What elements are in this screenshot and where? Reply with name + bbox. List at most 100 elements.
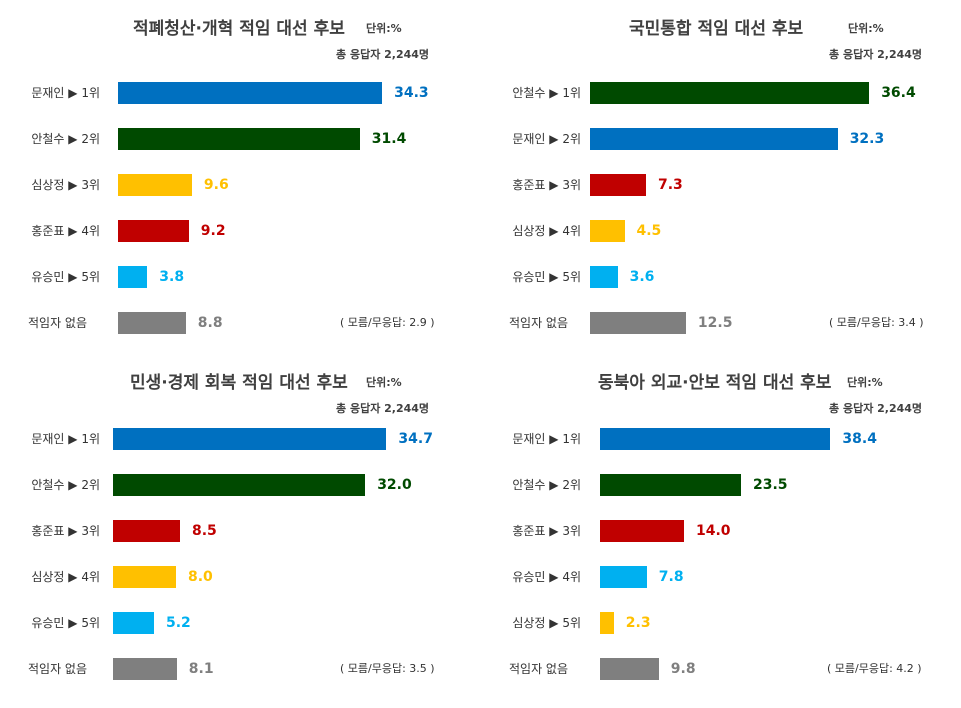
bar bbox=[118, 174, 192, 196]
value-label: 9.6 bbox=[203, 177, 229, 193]
bar bbox=[118, 312, 186, 334]
value-label: 7.3 bbox=[658, 177, 683, 193]
bar bbox=[590, 266, 618, 288]
no-answer-note: ( 모름/무응답: 3.4 ) bbox=[829, 316, 924, 329]
bar-row: 안철수 ▶ 2위 31.4 bbox=[0, 127, 480, 151]
bar-row: 유승민 ▶ 4위 7.8 bbox=[481, 565, 961, 589]
bar bbox=[118, 220, 189, 242]
value-label: 9.8 bbox=[670, 661, 696, 677]
bar-row: 홍준표 ▶ 3위 7.3 bbox=[481, 173, 961, 197]
bar-row: 유승민 ▶ 5위 5.2 bbox=[0, 611, 480, 635]
category-label: 홍준표 ▶ 3위 bbox=[31, 524, 100, 538]
no-answer-note: ( 모름/무응답: 4.2 ) bbox=[827, 662, 922, 675]
bar-row: 심상정 ▶ 4위 8.0 bbox=[0, 565, 480, 589]
bar-rows: 문재인 ▶ 1위 34.3 안철수 ▶ 2위 31.4 심상정 ▶ 3위 9.6 홍준표 ▶… bbox=[0, 0, 480, 354]
respondents-label: 총 응답자 2,244명 bbox=[336, 402, 430, 415]
category-label: 문재인 ▶ 1위 bbox=[31, 432, 100, 446]
respondents-label: 총 응답자 2,244명 bbox=[336, 48, 430, 61]
value-label: 31.4 bbox=[371, 131, 407, 147]
bar bbox=[113, 474, 366, 496]
value-label: 8.0 bbox=[188, 569, 213, 585]
bar-row: 문재인 ▶ 1위 34.3 bbox=[0, 81, 480, 105]
bar bbox=[600, 474, 741, 496]
value-label: 38.4 bbox=[842, 431, 877, 447]
bar bbox=[600, 520, 684, 542]
category-label: 심상정 ▶ 3위 bbox=[31, 178, 100, 192]
category-label: 심상정 ▶ 5위 bbox=[512, 616, 581, 630]
bar bbox=[113, 520, 180, 542]
chart-panel-diplomacy: 동북아 외교·안보 적임 대선 후보 단위:% 총 응답자 2,244명 문재인… bbox=[481, 354, 961, 708]
bar bbox=[118, 128, 360, 150]
bar-row: 문재인 ▶ 1위 38.4 bbox=[481, 427, 961, 451]
category-label: 안철수 ▶ 2위 bbox=[31, 478, 100, 492]
bar bbox=[113, 428, 387, 450]
bar-row: 홍준표 ▶ 3위 14.0 bbox=[481, 519, 961, 543]
category-label: 적임자 없음 bbox=[27, 316, 87, 330]
value-label: 23.5 bbox=[753, 477, 788, 493]
bar bbox=[118, 82, 383, 104]
value-label: 8.1 bbox=[188, 661, 214, 677]
value-label: 3.6 bbox=[629, 269, 655, 285]
unit-label: 단위:% bbox=[848, 22, 884, 35]
category-label: 안철수 ▶ 1위 bbox=[512, 86, 581, 100]
value-label: 5.2 bbox=[166, 615, 191, 631]
category-label: 홍준표 ▶ 3위 bbox=[512, 524, 581, 538]
chart-panel-reform: 적폐청산·개혁 적임 대선 후보 단위:% 총 응답자 2,244명 문재인 ▶… bbox=[0, 0, 480, 354]
category-label: 심상정 ▶ 4위 bbox=[31, 570, 100, 584]
category-label: 홍준표 ▶ 4위 bbox=[31, 224, 100, 238]
bar-rows: 문재인 ▶ 1위 34.7 안철수 ▶ 2위 32.0 홍준표 ▶ 3위 8.5 심상정 ▶… bbox=[0, 354, 480, 708]
value-label: 34.7 bbox=[398, 431, 433, 447]
bar-row: 적임자 없음 8.1 ( 모름/무응답: 3.5 ) bbox=[0, 657, 480, 681]
bar-row: 적임자 없음 12.5 ( 모름/무응답: 3.4 ) bbox=[481, 311, 961, 335]
bar bbox=[113, 566, 176, 588]
category-label: 문재인 ▶ 1위 bbox=[512, 432, 581, 446]
no-answer-note: ( 모름/무응답: 3.5 ) bbox=[340, 662, 435, 675]
bar-row: 적임자 없음 8.8 ( 모름/무응답: 2.9 ) bbox=[0, 311, 480, 335]
bar-row: 홍준표 ▶ 4위 9.2 bbox=[0, 219, 480, 243]
value-label: 4.5 bbox=[636, 223, 662, 239]
value-label: 34.3 bbox=[394, 85, 429, 101]
bar-row: 유승민 ▶ 5위 3.8 bbox=[0, 265, 480, 289]
bar bbox=[590, 128, 838, 150]
bar-row: 심상정 ▶ 5위 2.3 bbox=[481, 611, 961, 635]
bar bbox=[600, 658, 659, 680]
value-label: 32.3 bbox=[849, 131, 885, 147]
value-label: 14.0 bbox=[696, 523, 731, 539]
category-label: 문재인 ▶ 2위 bbox=[512, 132, 581, 146]
bar bbox=[590, 312, 686, 334]
value-label: 3.8 bbox=[159, 269, 185, 285]
bar-row: 문재인 ▶ 1위 34.7 bbox=[0, 427, 480, 451]
chart-title: 민생·경제 회복 적임 대선 후보 bbox=[130, 373, 348, 393]
bar-row: 문재인 ▶ 2위 32.3 bbox=[481, 127, 961, 151]
respondents-label: 총 응답자 2,244명 bbox=[829, 48, 923, 61]
category-label: 홍준표 ▶ 3위 bbox=[512, 178, 581, 192]
bar-row: 안철수 ▶ 2위 32.0 bbox=[0, 473, 480, 497]
unit-label: 단위:% bbox=[847, 376, 883, 389]
bar-rows: 안철수 ▶ 1위 36.4 문재인 ▶ 2위 32.3 홍준표 ▶ 3위 7.3 심상정 ▶… bbox=[481, 0, 961, 354]
bar bbox=[600, 428, 831, 450]
bar-row: 심상정 ▶ 3위 9.6 bbox=[0, 173, 480, 197]
value-label: 32.0 bbox=[377, 477, 412, 493]
chart-panel-unity: 국민통합 적임 대선 후보 단위:% 총 응답자 2,244명 안철수 ▶ 1위… bbox=[481, 0, 961, 354]
bar-row: 심상정 ▶ 4위 4.5 bbox=[481, 219, 961, 243]
bar bbox=[600, 566, 647, 588]
bar-row: 홍준표 ▶ 3위 8.5 bbox=[0, 519, 480, 543]
category-label: 심상정 ▶ 4위 bbox=[512, 224, 581, 238]
bar bbox=[600, 612, 614, 634]
chart-panel-economy: 민생·경제 회복 적임 대선 후보 단위:% 총 응답자 2,244명 문재인 … bbox=[0, 354, 480, 708]
unit-label: 단위:% bbox=[366, 376, 402, 389]
no-answer-note: ( 모름/무응답: 2.9 ) bbox=[340, 316, 435, 329]
category-label: 문재인 ▶ 1위 bbox=[31, 86, 100, 100]
bar-row: 유승민 ▶ 5위 3.6 bbox=[481, 265, 961, 289]
bar bbox=[590, 82, 870, 104]
respondents-label: 총 응답자 2,244명 bbox=[829, 402, 923, 415]
category-label: 적임자 없음 bbox=[27, 662, 87, 676]
bar-row: 안철수 ▶ 2위 23.5 bbox=[481, 473, 961, 497]
bar-row: 안철수 ▶ 1위 36.4 bbox=[481, 81, 961, 105]
category-label: 유승민 ▶ 5위 bbox=[31, 616, 100, 630]
category-label: 유승민 ▶ 5위 bbox=[31, 270, 100, 284]
category-label: 유승민 ▶ 4위 bbox=[512, 570, 581, 584]
chart-title: 동북아 외교·안보 적임 대선 후보 bbox=[598, 373, 832, 393]
category-label: 안철수 ▶ 2위 bbox=[31, 132, 100, 146]
value-label: 7.8 bbox=[658, 569, 684, 585]
